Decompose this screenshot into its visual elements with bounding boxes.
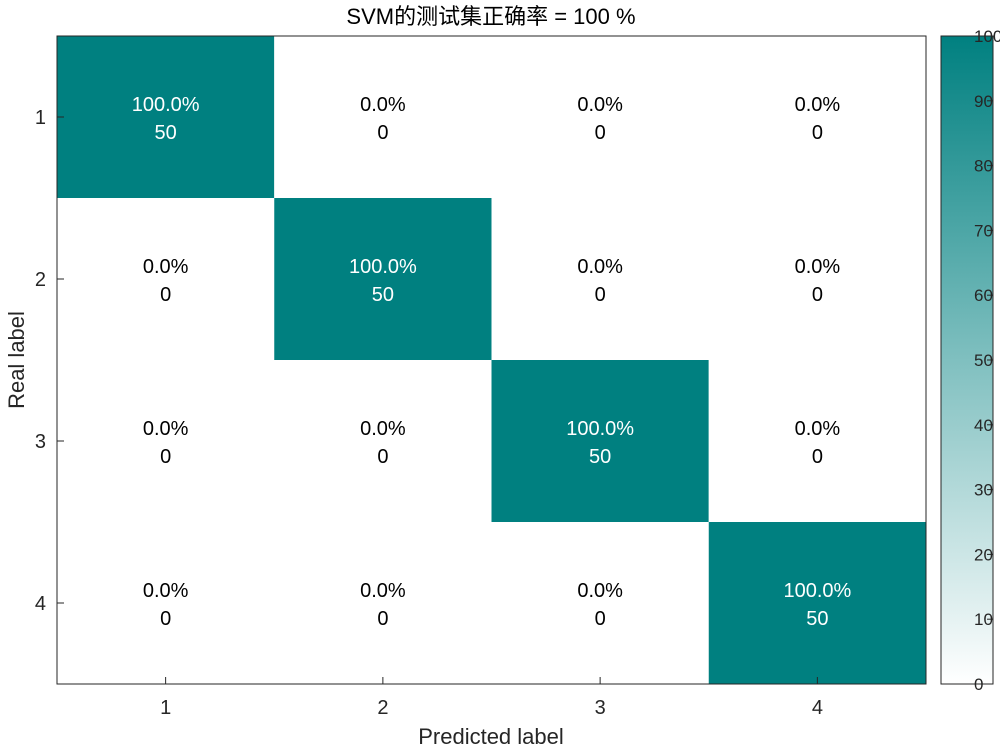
- cell-count-label: 0: [160, 284, 171, 306]
- cell-count-label: 0: [812, 122, 823, 144]
- cell-count-label: 0: [595, 608, 606, 630]
- matrix-cell: [274, 522, 492, 684]
- cell-percent-label: 0.0%: [795, 94, 841, 116]
- matrix-cell: [491, 198, 709, 360]
- y-tick-labels: 1 2 3 4: [35, 107, 64, 615]
- matrix-cell: [708, 198, 926, 360]
- colorbar-tick-label: 30: [974, 481, 993, 500]
- y-tick-label: 1: [35, 107, 46, 129]
- cell-percent-label: 100.0%: [566, 418, 634, 440]
- cell-percent-label: 0.0%: [360, 94, 406, 116]
- cell-count-label: 50: [589, 446, 611, 468]
- matrix-cell: [274, 198, 492, 360]
- colorbar-tick-label: 20: [974, 545, 993, 564]
- cell-percent-label: 0.0%: [143, 418, 189, 440]
- matrix-cell: [274, 36, 492, 198]
- cell-percent-label: 0.0%: [795, 256, 841, 278]
- matrix-cell: [491, 36, 709, 198]
- matrix-cell: [491, 522, 709, 684]
- matrix-cell: [491, 360, 709, 522]
- y-tick-label: 3: [35, 431, 46, 453]
- colorbar-tick-label: 70: [974, 221, 993, 240]
- colorbar-tick-label: 90: [974, 92, 993, 111]
- cell-count-label: 0: [160, 608, 171, 630]
- cell-count-label: 0: [812, 446, 823, 468]
- cell-count-label: 0: [377, 122, 388, 144]
- cell-count-label: 50: [372, 284, 394, 306]
- cell-count-label: 0: [595, 284, 606, 306]
- cell-percent-label: 0.0%: [577, 580, 623, 602]
- cell-percent-label: 0.0%: [360, 418, 406, 440]
- matrix-cell: [708, 360, 926, 522]
- cell-percent-label: 0.0%: [577, 256, 623, 278]
- x-tick-label: 4: [812, 697, 823, 719]
- colorbar-tick-label: 50: [974, 351, 993, 370]
- colorbar: [940, 35, 994, 685]
- y-tick-label: 2: [35, 269, 46, 291]
- matrix-cell: [708, 36, 926, 198]
- cell-percent-label: 0.0%: [143, 256, 189, 278]
- cell-count-label: 0: [377, 608, 388, 630]
- colorbar-ticks: 0 10 20 30 40 50 60 70 80 90 100: [974, 27, 1000, 694]
- colorbar-tick-label: 60: [974, 286, 993, 305]
- colorbar-tick-label: 80: [974, 157, 993, 176]
- cell-percent-label: 100.0%: [783, 580, 851, 602]
- cell-percent-label: 0.0%: [360, 580, 406, 602]
- y-tick-label: 4: [35, 593, 46, 615]
- matrix-cell: [708, 522, 926, 684]
- chart-title: SVM的测试集正确率 = 100 %: [346, 4, 635, 29]
- cell-percent-label: 100.0%: [349, 256, 417, 278]
- colorbar-tick-label: 40: [974, 416, 993, 435]
- colorbar-tick-label: 0: [974, 675, 983, 694]
- cell-percent-label: 0.0%: [795, 418, 841, 440]
- matrix-cell: [57, 36, 275, 198]
- cell-count-label: 0: [160, 446, 171, 468]
- matrix-cells: 100.0% 50 0.0% 0 0.0% 0 0.0% 0 0.0% 0 100.0% 50 0.0%…: [57, 36, 926, 684]
- x-tick-label: 3: [595, 697, 606, 719]
- cell-count-label: 50: [155, 122, 177, 144]
- x-tick-labels: 1 2 3 4: [160, 677, 823, 719]
- x-axis-label: Predicted label: [418, 724, 564, 749]
- cell-count-label: 0: [812, 284, 823, 306]
- y-axis-label: Real label: [4, 311, 29, 409]
- matrix-cell: [57, 360, 275, 522]
- x-tick-label: 1: [160, 697, 171, 719]
- cell-count-label: 0: [595, 122, 606, 144]
- cell-percent-label: 100.0%: [132, 94, 200, 116]
- cell-percent-label: 0.0%: [577, 94, 623, 116]
- matrix-cell: [274, 360, 492, 522]
- matrix-cell: [57, 522, 275, 684]
- cell-count-label: 50: [806, 608, 828, 630]
- x-tick-label: 2: [377, 697, 388, 719]
- colorbar-tick-label: 100: [974, 27, 1000, 46]
- plot-frame: [56, 35, 927, 685]
- cell-count-label: 0: [377, 446, 388, 468]
- matrix-cell: [57, 198, 275, 360]
- cell-percent-label: 0.0%: [143, 580, 189, 602]
- colorbar-tick-label: 10: [974, 610, 993, 629]
